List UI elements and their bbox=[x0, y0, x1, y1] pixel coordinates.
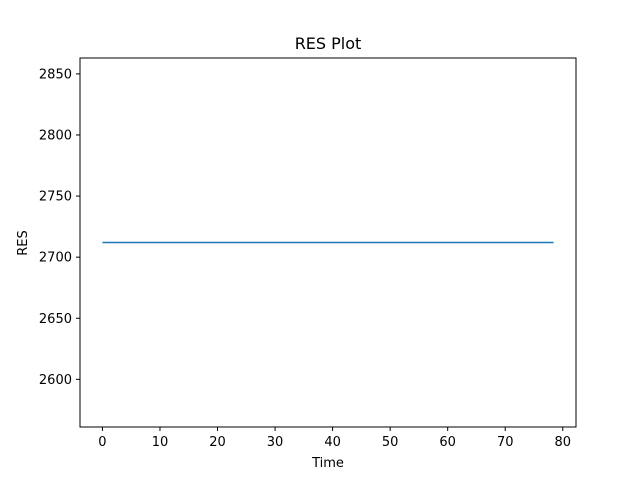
x-tick-label: 80 bbox=[554, 435, 571, 450]
y-tick-label: 2800 bbox=[39, 128, 72, 143]
x-tick-label: 40 bbox=[324, 435, 341, 450]
axes-frame bbox=[79, 57, 577, 428]
y-tick-label: 2850 bbox=[39, 67, 72, 82]
y-axis-label: RES bbox=[16, 230, 31, 256]
x-tick-label: 70 bbox=[497, 435, 514, 450]
x-axis-label: Time bbox=[311, 456, 344, 471]
x-tick-label: 0 bbox=[98, 435, 106, 450]
chart-title: RES Plot bbox=[295, 34, 362, 53]
x-tick-label: 20 bbox=[209, 435, 226, 450]
y-tick-label: 2750 bbox=[39, 190, 72, 205]
y-axis-ticks: 2600 2650 2700 2750 2800 2850 bbox=[39, 67, 80, 388]
y-tick-label: 2600 bbox=[39, 373, 72, 388]
y-tick-label: 2650 bbox=[39, 312, 72, 327]
x-tick-label: 60 bbox=[439, 435, 456, 450]
x-tick-label: 50 bbox=[382, 435, 399, 450]
plot-area bbox=[79, 57, 577, 428]
y-tick-label: 2700 bbox=[39, 251, 72, 266]
x-axis-ticks: 0 10 20 30 40 50 60 70 80 bbox=[98, 427, 571, 450]
x-tick-label: 30 bbox=[267, 435, 284, 450]
x-tick-label: 10 bbox=[152, 435, 169, 450]
